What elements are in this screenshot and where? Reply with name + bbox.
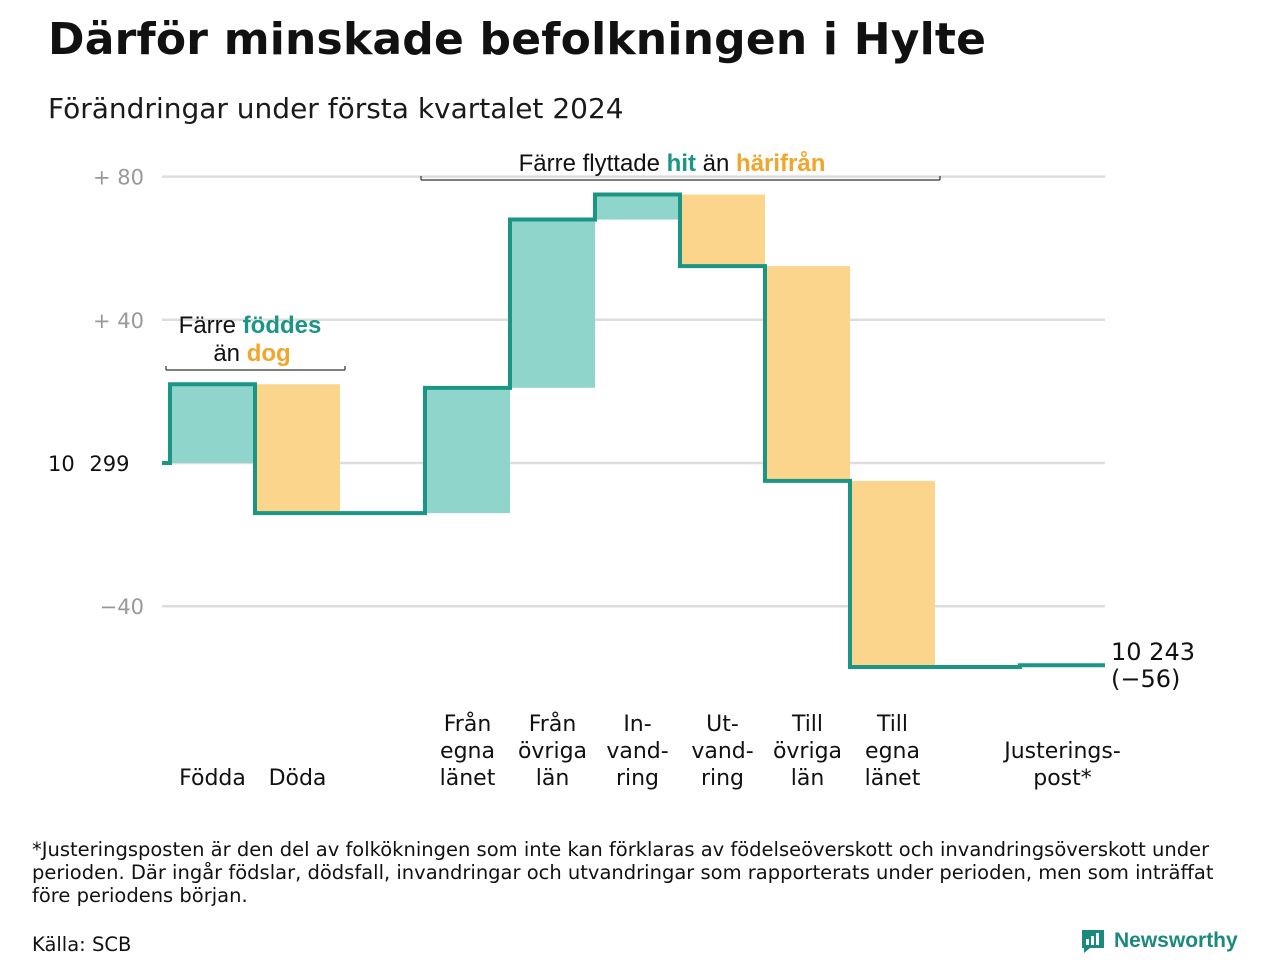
logo-text: Newsworthy — [1114, 929, 1238, 952]
y-tick-label: −40 — [100, 595, 144, 619]
bar-1 — [255, 384, 340, 514]
x-category-label: Från övriga län — [518, 711, 587, 791]
step-line — [162, 192, 1105, 670]
births-annotation-line2: än dog — [213, 340, 290, 367]
x-category-label: Ut-vand-ring — [691, 712, 753, 791]
migration-annotation: Färre flyttade hit än härifrån — [519, 150, 826, 177]
x-category-label: Justerings-post* — [1002, 739, 1121, 791]
bar-7 — [765, 266, 850, 481]
x-category-label: In-vand-ring — [606, 712, 668, 791]
newsworthy-logo: Newsworthy — [1080, 928, 1238, 954]
bar-4 — [510, 219, 595, 388]
x-category-label: Döda — [269, 766, 327, 791]
x-category-label: Födda — [179, 766, 246, 791]
page-title: Därför minskade befolkningen i Hylte — [48, 14, 987, 65]
base-value-label: 10 299 — [48, 452, 130, 476]
waterfall-chart: + 80 + 40 −40 10 299 Födda Döda Från egna länet… — [48, 150, 1195, 791]
births-annotation-line1: Färre föddes — [179, 312, 322, 339]
x-category-label: Från egna länet — [440, 711, 496, 791]
bar-3 — [425, 387, 510, 514]
bar-5 — [595, 194, 680, 220]
end-value-label: 10 243 (−56) — [1111, 638, 1195, 693]
bar-8 — [850, 480, 935, 668]
bar-6 — [680, 194, 765, 267]
x-category-label: Till övriga län — [773, 712, 842, 791]
y-tick-label: + 40 — [93, 309, 144, 333]
y-tick-label: + 80 — [93, 166, 144, 190]
source-note: Källa: SCB — [32, 933, 132, 956]
page-subtitle: Förändringar under första kvartalet 2024 — [48, 92, 624, 125]
footnote: *Justeringsposten är den del av folkökni… — [32, 838, 1214, 907]
x-category-label: Till egna länet — [865, 712, 921, 791]
newsworthy-logo-icon — [1082, 930, 1104, 953]
bar-0 — [170, 384, 255, 463]
